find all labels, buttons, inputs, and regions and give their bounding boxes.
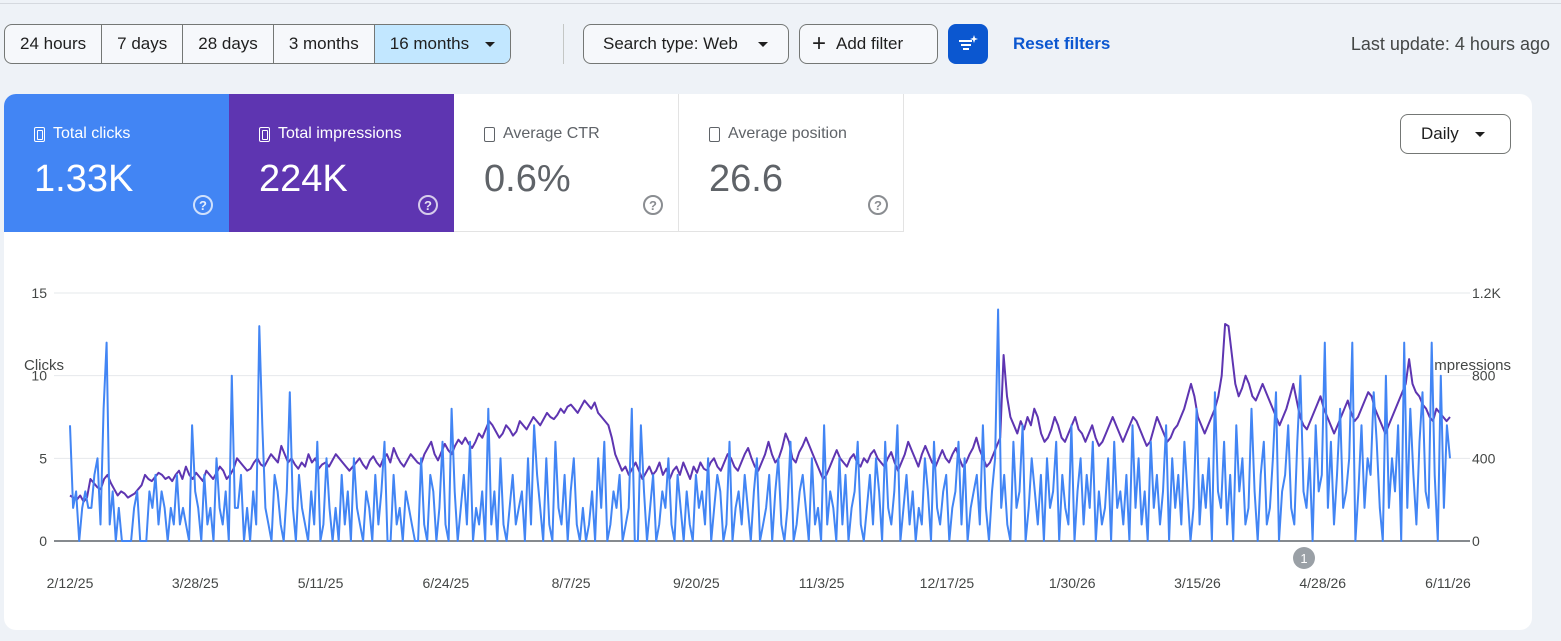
chart-series [69,308,1451,542]
help-circle-icon[interactable]: ? [418,195,438,215]
add-filter-button[interactable]: + Add filter [799,24,938,64]
granularity-label: Daily [1421,124,1459,143]
date-range-16-months-label: 16 months [389,34,470,53]
annotation-dot [1293,547,1315,569]
metric-value: 26.6 [709,158,783,200]
help-circle-icon[interactable]: ? [868,195,888,215]
date-range-3-months[interactable]: 3 months [274,25,375,63]
x-tick-label: 3/15/26 [1174,575,1221,591]
chart-grid [54,292,1470,542]
annotation-marker[interactable]: 1 [1293,547,1315,569]
x-tick-label: 8/7/25 [552,575,591,591]
checkbox-icon [34,126,45,142]
right-tick-label: 0 [1472,533,1480,549]
metric-total-impressions[interactable]: Total impressions 224K ? [229,94,454,232]
granularity-dropdown[interactable]: Daily [1400,114,1511,154]
series-line-clicks [69,308,1451,542]
right-tick-label: 400 [1472,450,1496,466]
metric-value: 0.6% [484,158,571,200]
x-tick-label: 2/12/25 [47,575,94,591]
x-tick-label: 9/20/25 [673,575,720,591]
search-type-label: Search type: Web [603,34,738,53]
chevron-down-icon [485,41,496,47]
metric-total-impressions-header: Total impressions [259,125,402,143]
left-axis-label: Clicks [24,357,64,374]
add-filter-label: Add filter [836,34,904,53]
metric-label: Total impressions [278,125,402,142]
date-range-7-days[interactable]: 7 days [102,25,184,63]
help-circle-icon[interactable]: ? [643,195,663,215]
date-range-16-months[interactable]: 16 months [374,25,511,63]
search-type-dropdown[interactable]: Search type: Web [583,24,789,64]
x-tick-label: 5/11/25 [298,575,344,591]
x-tick-label: 12/17/25 [920,575,975,591]
date-range-28-days[interactable]: 28 days [183,25,274,63]
date-range-selector: 24 hours 7 days 28 days 3 months 16 mont… [4,24,512,64]
series-line-impressions [69,323,1451,503]
checkbox-icon [484,126,495,142]
metric-label: Average position [728,125,847,142]
reset-filters-link[interactable]: Reset filters [1013,34,1111,53]
toolbar-separator [563,24,564,64]
performance-card: Total clicks 1.33K ? Total impressions 2… [4,94,1532,630]
performance-chart: Clicks Impressions 0 0 5 400 10 800 15 1.2K 2/12… [24,285,1511,591]
metric-total-clicks[interactable]: Total clicks 1.33K ? [4,94,229,232]
metric-label: Total clicks [53,125,131,142]
x-tick-label: 1/30/26 [1049,575,1096,591]
metric-value: 1.33K [34,158,134,200]
x-tick-label: 11/3/25 [799,575,845,591]
x-tick-label: 3/28/25 [172,575,219,591]
left-tick-label: 5 [39,450,47,466]
left-tick-label: 0 [39,533,47,549]
chart-annotations: 1 [1293,547,1315,569]
x-tick-label: 6/24/25 [422,575,469,591]
metric-total-clicks-header: Total clicks [34,125,130,143]
metric-average-position-header: Average position [709,125,847,143]
x-tick-label: 4/28/26 [1299,575,1346,591]
right-axis-label: Impressions [1430,357,1511,374]
metric-label: Average CTR [503,125,600,142]
checkbox-icon [709,126,720,142]
sparkle-filter-icon [959,35,978,50]
left-tick-label: 15 [31,285,47,301]
metric-average-ctr[interactable]: Average CTR 0.6% ? [454,94,679,232]
right-tick-label: 1.2K [1472,285,1501,301]
metric-value: 224K [259,158,348,200]
metric-average-ctr-header: Average CTR [484,125,600,143]
ai-filter-button[interactable] [948,24,988,64]
right-tick-label: 800 [1472,368,1496,384]
chevron-down-icon [1474,131,1485,137]
metric-average-position[interactable]: Average position 26.6 ? [679,94,904,232]
chevron-down-icon [757,41,768,47]
plus-icon: + [812,30,827,57]
last-update-status: Last update: 4 hours ago [1350,34,1550,54]
help-circle-icon[interactable]: ? [193,195,213,215]
annotation-label: 1 [1300,551,1307,566]
top-divider [0,3,1561,4]
date-range-24-hours[interactable]: 24 hours [5,25,103,63]
checkbox-icon [259,126,270,142]
left-tick-label: 10 [31,368,47,384]
chart-axis-ticks: 0 0 5 400 10 800 15 1.2K 2/12/25 3/28/25 5/11/25 6/… [31,285,1501,591]
x-tick-label: 6/11/26 [1425,575,1471,591]
